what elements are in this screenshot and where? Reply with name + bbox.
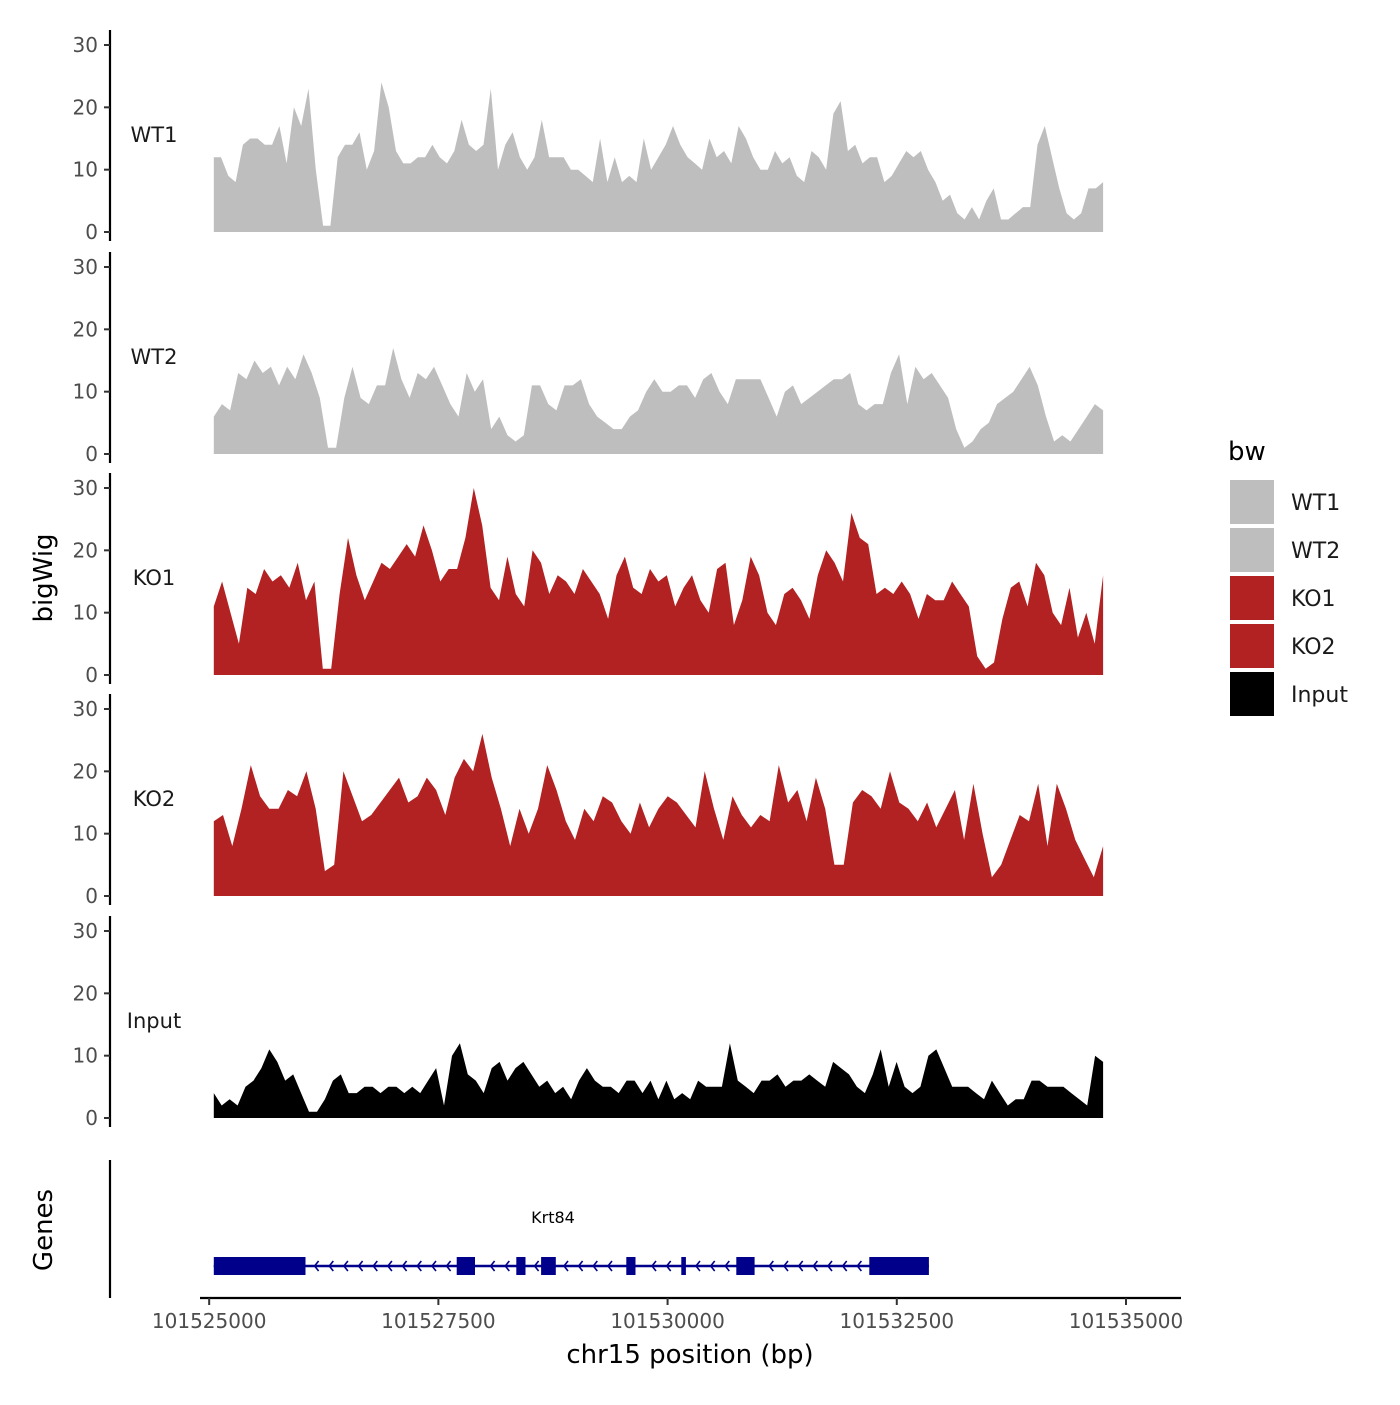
x-tick-label-101527500: 101527500: [381, 1309, 496, 1333]
coverage-area-wt1: [213, 82, 1104, 233]
gene-panel: Krt84: [108, 1160, 929, 1298]
x-tick-label-101525000: 101525000: [152, 1309, 267, 1333]
legend-label-input: Input: [1291, 683, 1348, 708]
strand-arrow: [416, 1260, 422, 1272]
strand-arrow: [826, 1260, 833, 1272]
y-tick-label-30: 30: [73, 33, 98, 57]
x-axis: 101525000 101527500 101530000 101532500 1015…: [152, 1296, 1184, 1333]
strand-arrow: [709, 1260, 716, 1272]
y-tick-label-0: 0: [85, 1106, 98, 1130]
strand-arrow: [489, 1260, 496, 1272]
coverage-area-input: [213, 1043, 1104, 1118]
strand-arrow: [797, 1260, 804, 1272]
strand-arrow: [533, 1260, 540, 1272]
y-tick-label-0: 0: [85, 663, 98, 687]
strand-arrow: [650, 1260, 657, 1272]
legend-label-ko1: KO1: [1291, 587, 1336, 612]
genes-axis-title: Genes: [29, 1189, 59, 1271]
track-label-ko1: KO1: [133, 566, 176, 590]
x-tick-label-101535000: 101535000: [1069, 1309, 1184, 1333]
gene-name-label: Krt84: [531, 1208, 575, 1227]
y-tick-label-30: 30: [73, 476, 98, 500]
track-panel-wt2: 0 10 20 30 WT2: [73, 252, 1104, 466]
y-tick-label-20: 20: [73, 981, 98, 1005]
gene-exon-4: [541, 1257, 556, 1275]
strand-arrow: [357, 1260, 364, 1272]
strand-arrow: [694, 1260, 701, 1272]
y-tick-label-30: 30: [73, 255, 98, 279]
gene-exon-3: [516, 1257, 526, 1275]
strand-arrow: [665, 1260, 672, 1272]
y-tick-label-0: 0: [85, 220, 98, 244]
y-tick-label-30: 30: [73, 697, 98, 721]
track-label-wt2: WT2: [131, 345, 178, 369]
y-axis-title: bigWig: [29, 533, 59, 622]
track-panel-input: 0 10 20 30 Input: [73, 916, 1104, 1130]
coverage-area-ko2: [213, 733, 1104, 896]
strand-arrow: [342, 1260, 349, 1272]
strand-arrow: [577, 1260, 584, 1272]
track-label-ko2: KO2: [133, 787, 176, 811]
strand-arrow: [401, 1260, 408, 1272]
y-tick-label-0: 0: [85, 884, 98, 908]
track-panels: 0 10 20 30 WT1 0 10 20 30 WT2 0 10 20 30 KO1 0 10 20 30 KO2…: [73, 30, 1104, 1130]
strand-arrow: [313, 1260, 320, 1272]
legend-swatch-ko2: [1230, 624, 1274, 668]
legend-label-ko2: KO2: [1291, 635, 1336, 660]
strand-arrow: [328, 1260, 334, 1272]
y-tick-label-20: 20: [73, 317, 98, 341]
strand-arrow: [724, 1260, 730, 1272]
y-tick-label-10: 10: [73, 380, 98, 404]
y-tick-label-20: 20: [73, 759, 98, 783]
y-tick-label-30: 30: [73, 919, 98, 943]
legend: bw WT1 WT2 KO1 KO2 Input: [1228, 437, 1348, 716]
y-tick-label-20: 20: [73, 95, 98, 119]
y-tick-label-10: 10: [73, 822, 98, 846]
strand-arrow: [841, 1260, 848, 1272]
track-label-wt1: WT1: [131, 123, 178, 147]
gene-strand-arrows: [313, 1260, 863, 1272]
x-axis-title: chr15 position (bp): [566, 1340, 813, 1370]
strand-arrow: [606, 1260, 613, 1272]
coverage-area-wt2: [213, 348, 1104, 454]
track-panel-wt1: 0 10 20 30 WT1: [73, 30, 1104, 244]
strand-arrow: [386, 1260, 393, 1272]
y-tick-label-10: 10: [73, 158, 98, 182]
y-tick-label-10: 10: [73, 601, 98, 625]
legend-label-wt1: WT1: [1291, 491, 1340, 516]
track-panel-ko2: 0 10 20 30 KO2: [73, 694, 1104, 908]
strand-arrow: [445, 1260, 452, 1272]
gene-exon-7: [736, 1257, 755, 1275]
track-label-input: Input: [127, 1009, 181, 1033]
y-tick-label-0: 0: [85, 442, 98, 466]
y-tick-label-20: 20: [73, 538, 98, 562]
strand-arrow: [372, 1260, 378, 1272]
strand-arrow: [562, 1260, 569, 1272]
x-tick-label-101532500: 101532500: [840, 1309, 955, 1333]
strand-arrow: [768, 1260, 774, 1272]
legend-swatch-wt2: [1230, 528, 1274, 572]
strand-arrow: [430, 1260, 437, 1272]
gene-exon-1: [213, 1257, 306, 1275]
legend-swatch-ko1: [1230, 576, 1274, 620]
gene-exon-5: [626, 1257, 636, 1275]
legend-swatch-input: [1230, 672, 1274, 716]
gene-exon-8: [869, 1257, 929, 1275]
gene-exon-2: [456, 1257, 475, 1275]
strand-arrow: [592, 1260, 598, 1272]
strand-arrow: [782, 1260, 789, 1272]
x-tick-label-101530000: 101530000: [610, 1309, 725, 1333]
legend-swatch-wt1: [1230, 480, 1274, 524]
strand-arrow: [856, 1260, 863, 1272]
legend-label-wt2: WT2: [1291, 539, 1340, 564]
coverage-area-ko1: [213, 488, 1104, 675]
track-panel-ko1: 0 10 20 30 KO1: [73, 473, 1104, 687]
strand-arrow: [812, 1260, 819, 1272]
gene-exon-6: [681, 1257, 686, 1275]
strand-arrow: [504, 1260, 510, 1272]
y-tick-label-10: 10: [73, 1044, 98, 1068]
legend-title: bw: [1228, 437, 1266, 467]
